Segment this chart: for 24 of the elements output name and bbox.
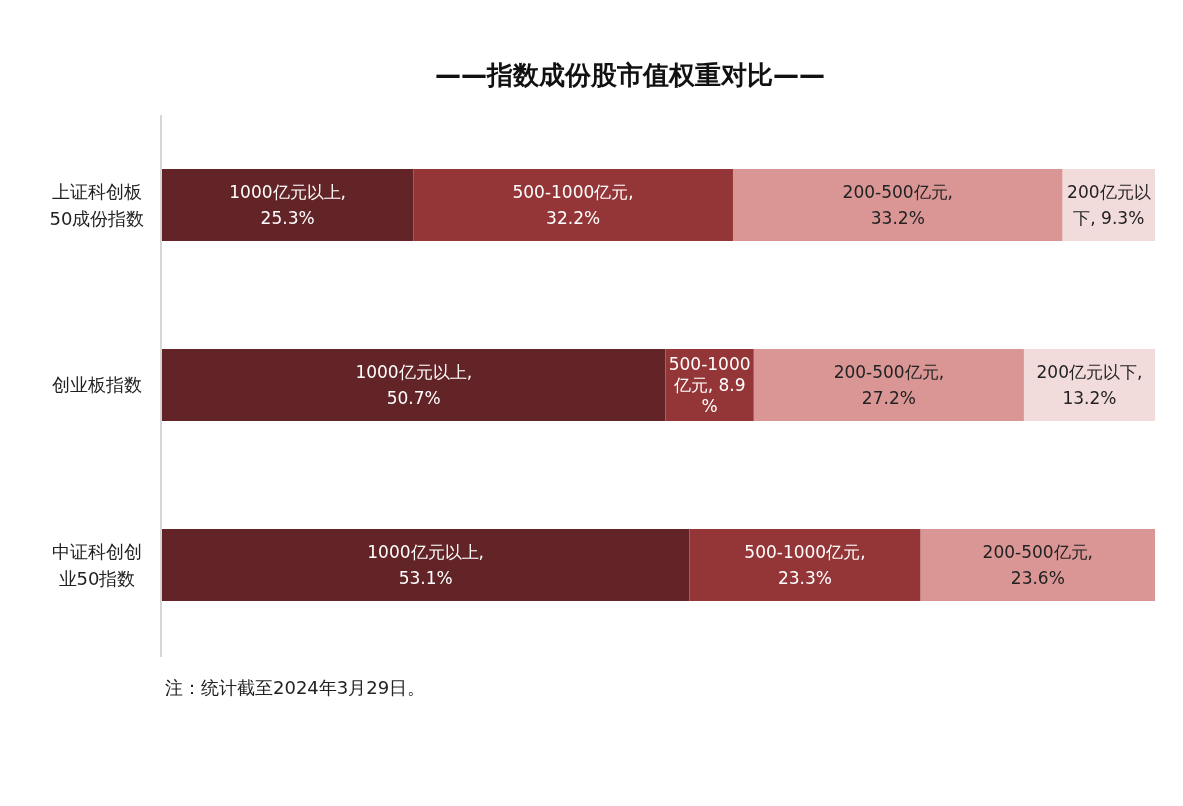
bar [413, 169, 733, 241]
bar [753, 349, 1024, 421]
data-label: 500-1000亿元, 23.3% [744, 541, 866, 588]
bar [689, 529, 921, 601]
bar [162, 349, 666, 421]
bar [162, 169, 414, 241]
data-label: 500-1000亿元, 8.9% [668, 353, 751, 416]
bar [920, 529, 1155, 601]
bar [162, 529, 690, 601]
text: 注：统计截至2024年3月29日。 [165, 677, 426, 699]
y-tick-label: 创业板指数 [52, 374, 142, 396]
data-label: 200-500亿元, 33.2% [842, 181, 954, 228]
data-label: 200亿元以下, 9.3% [1067, 181, 1151, 228]
data-label: 200亿元以下, 13.2% [1036, 361, 1143, 408]
y-tick-label: 上证科创板50成份指数 [49, 180, 145, 229]
data-label: 500-1000亿元, 32.2% [512, 181, 634, 228]
bar [732, 169, 1063, 241]
data-label: 200-500亿元, 23.6% [982, 541, 1094, 588]
data-label: 200-500亿元, 27.2% [833, 361, 945, 408]
data-label: 1000亿元以上, 25.3% [229, 181, 346, 228]
y-tick-label: 中证科创创业50指数 [52, 540, 142, 589]
data-label: 1000亿元以上, 50.7% [355, 361, 473, 408]
chart-title: ——指数成份股市值权重对比—— [435, 60, 825, 91]
data-label: 1000亿元以上, 53.1% [367, 541, 484, 588]
